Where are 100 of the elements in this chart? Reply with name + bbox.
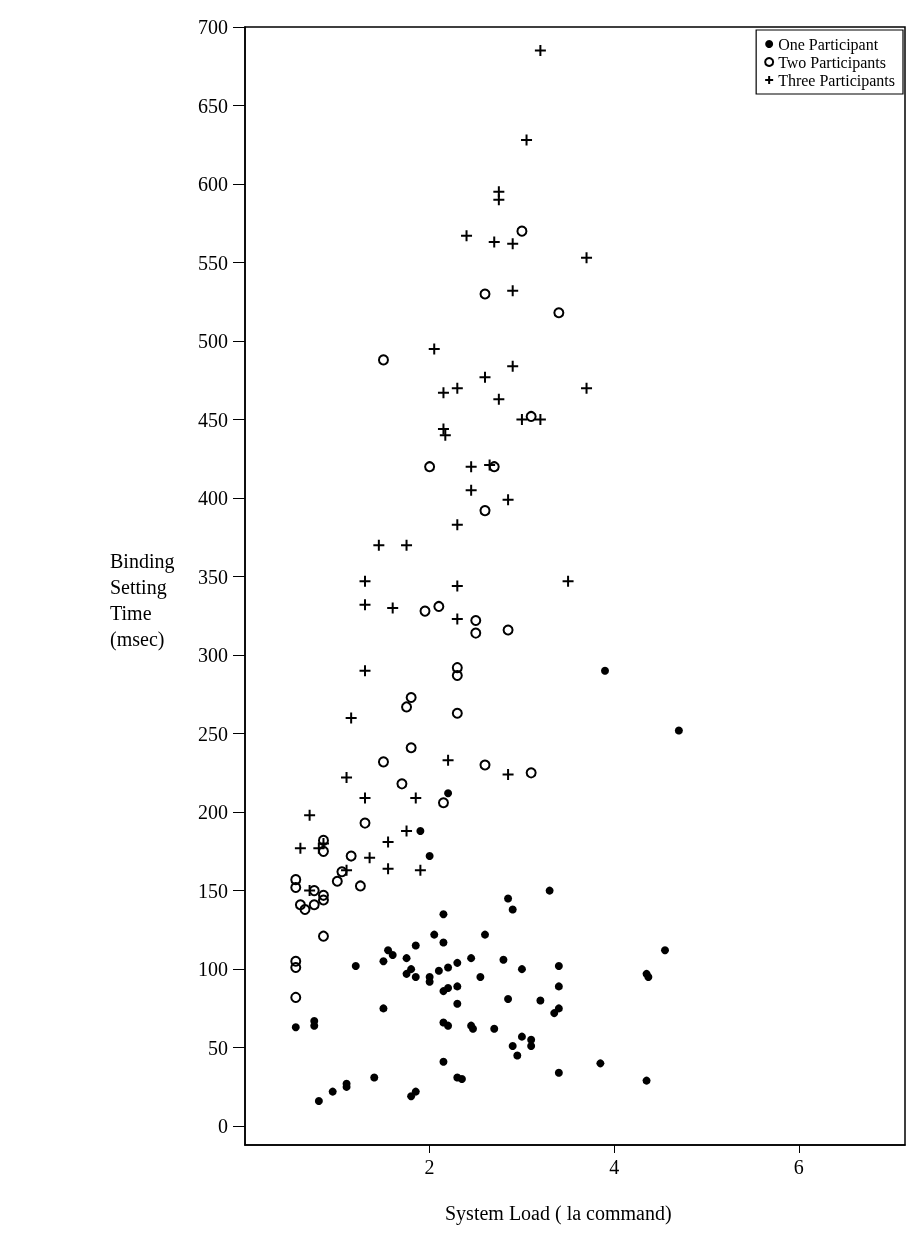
point [299,903,311,915]
point [386,601,400,615]
point [515,413,529,427]
point [290,955,302,967]
point [506,284,520,298]
point [381,862,395,876]
point [317,889,329,901]
point [450,381,464,395]
point [317,894,329,906]
point [427,342,441,356]
point [483,458,497,472]
point [405,691,417,703]
point [580,251,594,265]
point [478,370,492,384]
x-tick-label: 2 [424,1156,435,1178]
point [359,817,371,829]
point [479,759,491,771]
y-tick-label: 350 [198,565,228,588]
point [525,767,537,779]
point [561,574,575,588]
y-tick-label: 0 [218,1115,228,1138]
point [492,193,506,207]
point [344,711,358,725]
point [451,670,463,681]
point [381,835,395,849]
y-tick-label: 400 [198,487,228,510]
point [413,863,427,877]
point [451,707,463,719]
point [336,866,348,878]
point [451,662,463,674]
point [340,863,354,877]
y-tick-label: 50 [208,1036,228,1059]
legend-label: Two Participants [778,53,886,72]
point [290,962,302,974]
point [464,483,478,497]
point [580,381,594,395]
point [400,824,414,838]
point [290,991,302,1003]
point [441,753,455,767]
y-tick-label: 300 [198,644,228,667]
x-tick-label: 6 [793,1156,804,1178]
y-tick-label: 650 [198,94,228,117]
point [487,235,501,249]
point [533,413,547,427]
point [303,808,317,822]
point [294,899,306,911]
point [520,133,534,147]
point [506,237,520,251]
point [317,845,329,857]
point [401,701,413,713]
point [501,767,515,781]
point [363,851,377,865]
point [479,505,491,517]
point [290,881,302,893]
x-axis-title: System Load ( la command) [445,1202,672,1225]
point [424,461,436,473]
point [400,538,414,552]
point [450,612,464,626]
point [464,460,478,474]
point [316,837,330,851]
point [358,791,372,805]
point [409,791,423,805]
point [470,615,482,627]
point [553,307,565,319]
legend-label: One Participant [778,35,879,54]
point [479,288,491,300]
point [516,225,528,237]
point [525,410,537,422]
point [450,579,464,593]
point [340,771,354,785]
point [433,600,445,612]
point [506,359,520,373]
point [470,627,482,639]
y-axis-title: Binding Setting Time (msec) [110,550,175,651]
y-tick-label: 100 [198,958,228,981]
legend-label: Three Participants [778,71,895,90]
y-tick-label: 700 [198,16,228,38]
y-tick-label: 200 [198,801,228,824]
point [405,742,417,754]
point [372,538,386,552]
point [358,574,372,588]
x-tick-label: 4 [609,1156,620,1178]
point [492,392,506,406]
y-tick-label: 500 [198,330,228,353]
y-tick-label: 250 [198,722,228,745]
y-tick-label: 550 [198,251,228,274]
point [317,834,329,846]
y-tick-label: 450 [198,408,228,431]
y-tick-label: 600 [198,173,228,196]
point [377,354,389,366]
point [308,899,320,911]
point [436,386,450,400]
point [358,664,372,678]
point [345,850,357,862]
point [396,778,408,790]
point [501,493,515,507]
point [419,605,431,617]
point [533,44,547,58]
point [293,841,307,855]
y-tick-label: 150 [198,879,228,902]
